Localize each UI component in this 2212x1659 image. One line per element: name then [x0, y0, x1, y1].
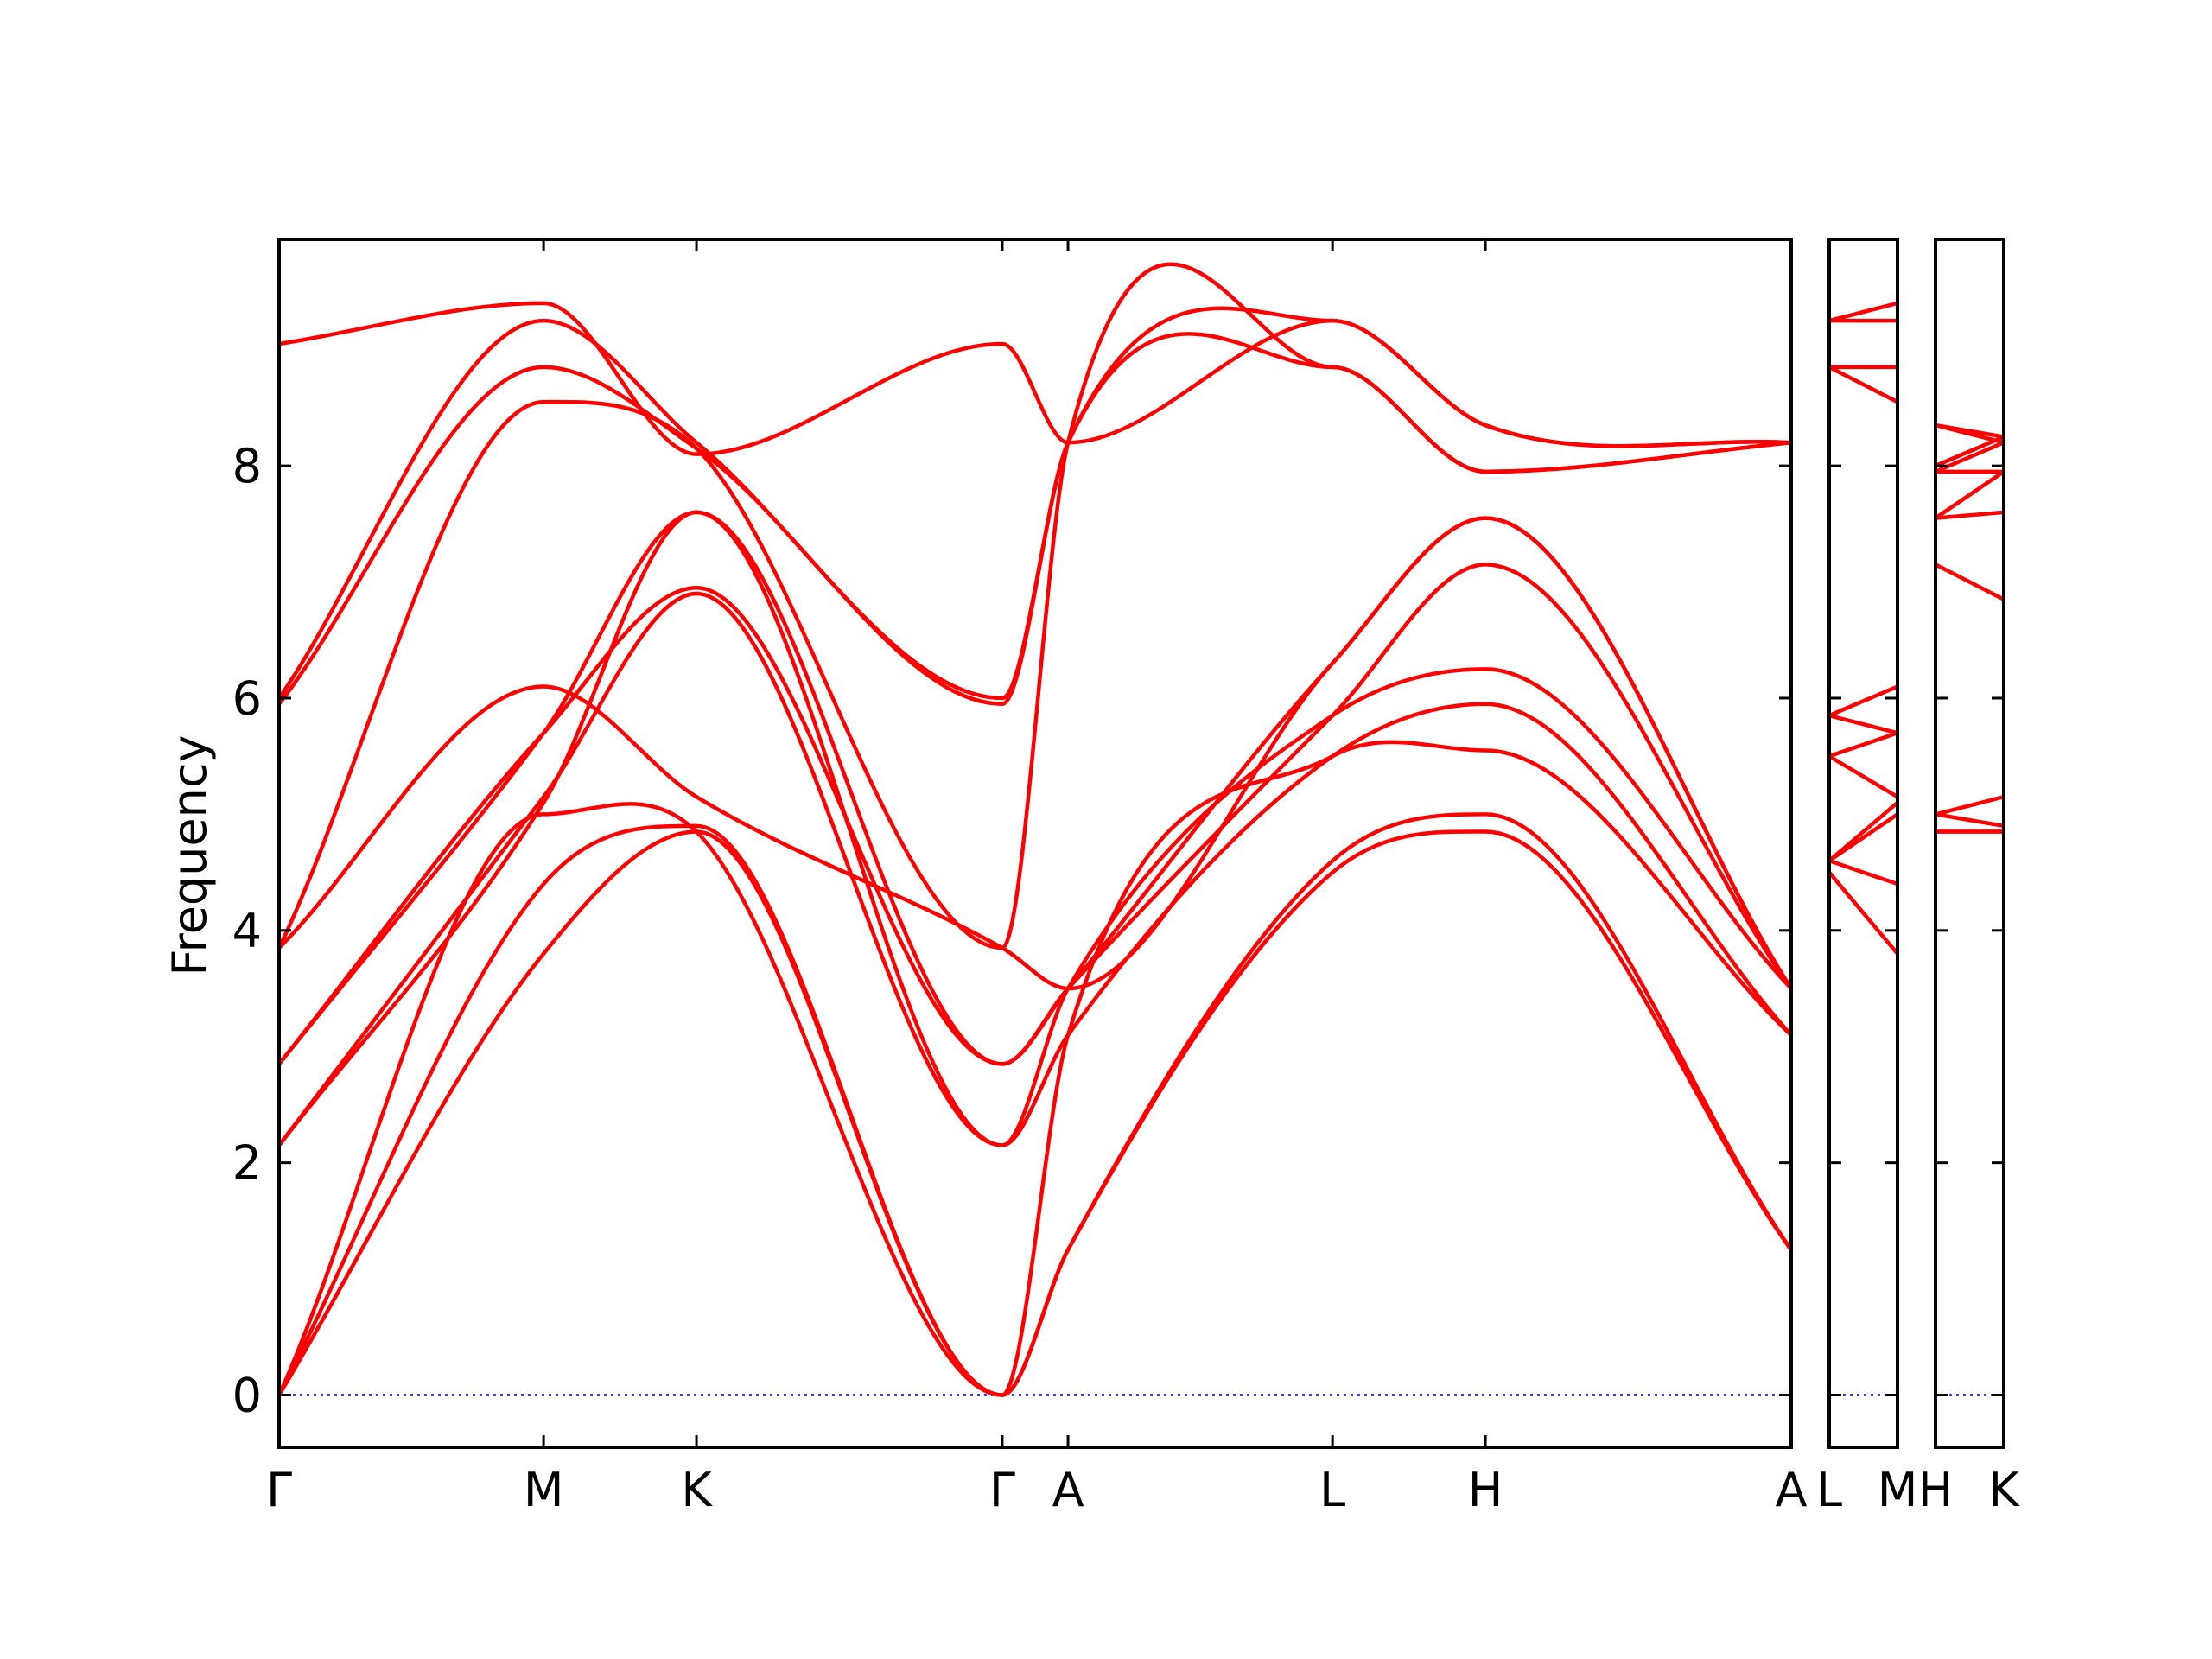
- x-tick-label: L: [1319, 1463, 1345, 1517]
- band-8-line: [1829, 684, 1897, 718]
- band-4-line: [279, 510, 1791, 1147]
- band-12-line: [1829, 301, 1897, 323]
- x-tick-label: Γ: [266, 1463, 292, 1517]
- band-11-line: [279, 306, 1791, 701]
- band-7-line: [1936, 469, 2004, 520]
- band-12-line: [279, 301, 1791, 456]
- band-5-line: [279, 591, 1791, 1147]
- x-tick-label: K: [1988, 1463, 2020, 1517]
- band-6-line: [279, 563, 1791, 1066]
- x-tick-label: M: [524, 1463, 564, 1517]
- x-tick-label: M: [1878, 1463, 1918, 1517]
- x-tick-label: A: [1052, 1463, 1084, 1517]
- y-tick-label: 8: [232, 439, 262, 493]
- band-2-line: [1936, 812, 2004, 829]
- x-tick-label: H: [1468, 1463, 1503, 1517]
- plot-area-2: [1936, 423, 2004, 1396]
- panel-frame: [1934, 238, 2005, 1449]
- plot-area-0: [279, 262, 1791, 1397]
- plot-area-1: [1829, 301, 1897, 1396]
- panel-frame: [1827, 238, 1899, 1449]
- y-axis-title: Frequency: [162, 735, 217, 976]
- band-12-line: [1936, 423, 2004, 445]
- band-1-line: [1829, 870, 1897, 956]
- panel-frame: [277, 238, 1793, 1449]
- band-3-line: [279, 740, 1791, 1397]
- y-tick-label: 0: [232, 1369, 262, 1423]
- band-1-line: [279, 830, 1791, 1397]
- band-2-line: [279, 812, 1791, 1397]
- band-6-line: [1936, 510, 2004, 520]
- band-3-line: [1936, 794, 2004, 817]
- band-2-line: [1829, 858, 1897, 887]
- band-9-line: [1829, 365, 1897, 404]
- band-9-line: [1936, 440, 2004, 474]
- y-tick-label: 6: [232, 671, 262, 726]
- x-tick-label: A: [1776, 1463, 1808, 1517]
- band-6-line: [1829, 731, 1897, 759]
- x-tick-label: L: [1816, 1463, 1842, 1517]
- band-4-line: [1829, 800, 1897, 863]
- band-5-line: [1936, 563, 2004, 601]
- x-tick-label: H: [1918, 1463, 1954, 1517]
- band-7-line: [1829, 713, 1897, 735]
- band-8-line: [279, 516, 1791, 991]
- x-tick-label: K: [681, 1463, 713, 1517]
- band-5-line: [1829, 753, 1897, 799]
- x-tick-label: Γ: [989, 1463, 1015, 1517]
- y-tick-label: 4: [232, 904, 262, 958]
- y-tick-label: 2: [232, 1136, 262, 1191]
